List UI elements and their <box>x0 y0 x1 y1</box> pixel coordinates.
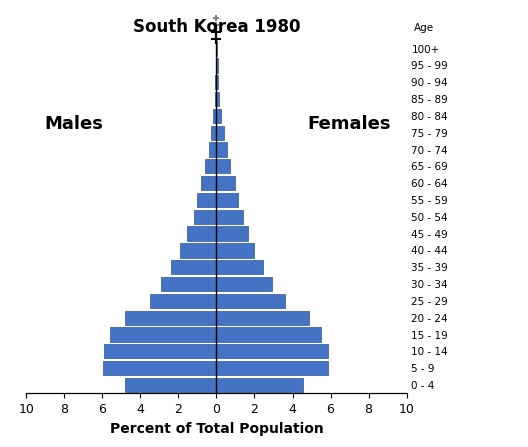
Title: South Korea 1980: South Korea 1980 <box>133 18 300 36</box>
Bar <box>171 260 216 274</box>
Bar <box>216 126 224 140</box>
Bar <box>205 159 216 173</box>
Bar <box>216 294 285 308</box>
Bar <box>215 75 216 89</box>
Text: Females: Females <box>308 115 391 133</box>
Bar <box>216 210 243 224</box>
Bar <box>216 193 238 207</box>
Bar <box>216 227 248 241</box>
Bar <box>209 143 216 157</box>
Bar <box>216 159 230 173</box>
Bar <box>201 176 216 190</box>
Bar <box>216 75 219 89</box>
Bar <box>194 210 216 224</box>
Bar <box>197 193 216 207</box>
Bar <box>216 327 321 342</box>
Bar <box>216 243 254 257</box>
Bar <box>216 260 263 274</box>
Bar <box>125 311 216 325</box>
Bar <box>216 277 271 291</box>
Bar <box>216 378 303 392</box>
Bar <box>216 344 328 358</box>
Bar <box>105 344 216 358</box>
Text: Age: Age <box>414 23 435 33</box>
Bar <box>216 176 234 190</box>
Bar <box>181 243 216 257</box>
Bar <box>216 311 309 325</box>
Bar <box>213 109 216 123</box>
X-axis label: Percent of Total Population: Percent of Total Population <box>110 422 323 436</box>
Bar <box>216 361 328 375</box>
Bar <box>110 327 216 342</box>
Bar <box>162 277 216 291</box>
Bar <box>187 227 216 241</box>
Bar <box>216 109 221 123</box>
Bar <box>216 58 218 72</box>
Bar <box>150 294 216 308</box>
Bar <box>103 361 216 375</box>
Bar <box>216 92 219 106</box>
Bar <box>216 42 217 56</box>
Bar <box>216 143 227 157</box>
Bar <box>214 92 216 106</box>
Text: Males: Males <box>44 115 103 133</box>
Bar <box>211 126 216 140</box>
Bar <box>125 378 216 392</box>
